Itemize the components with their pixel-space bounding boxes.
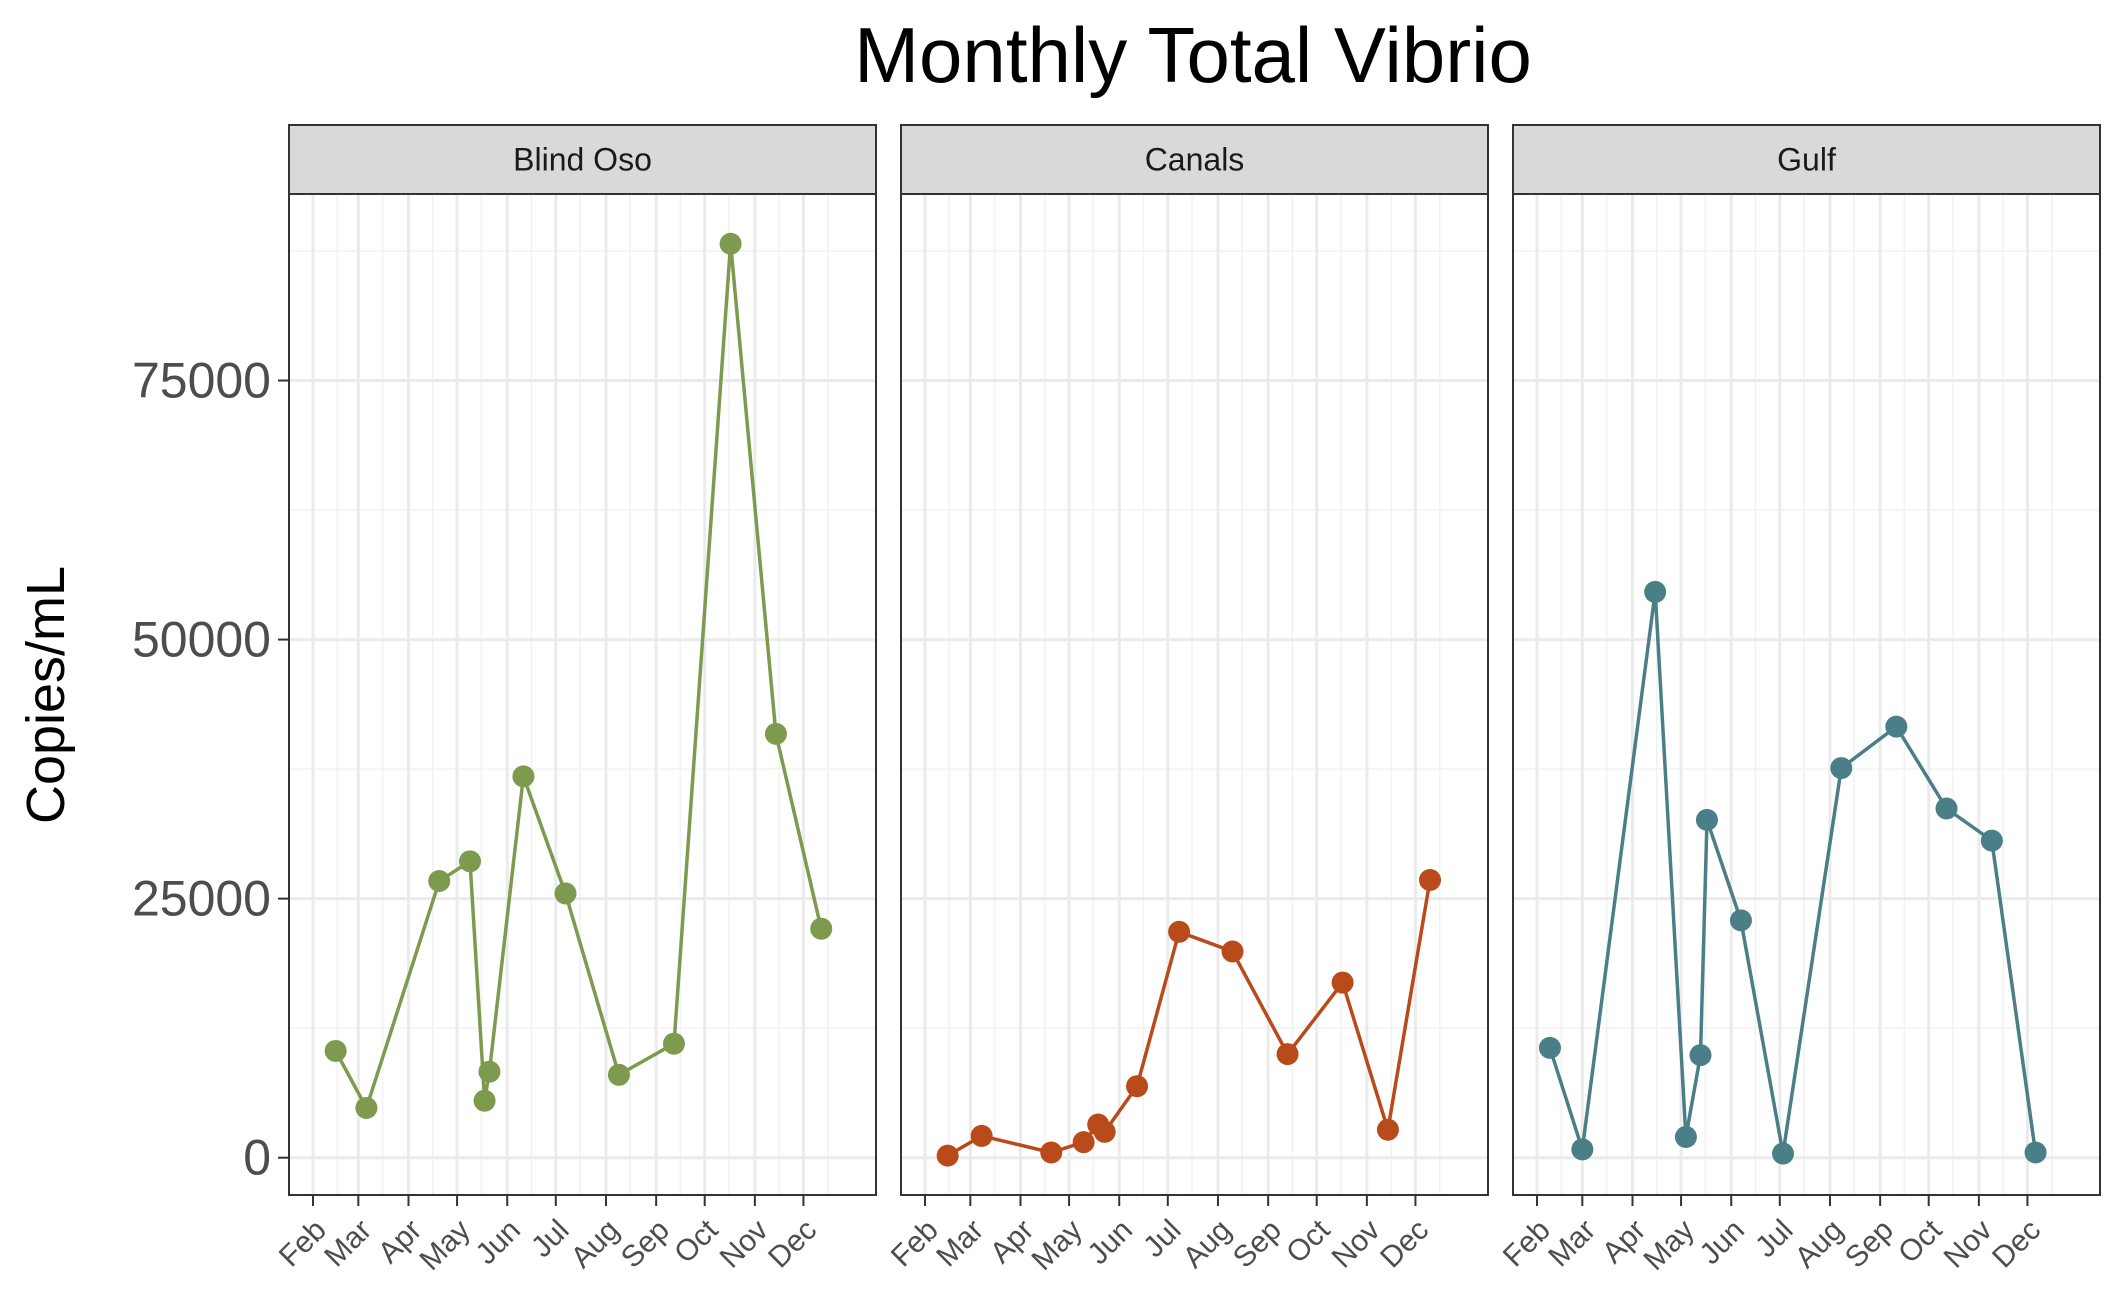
data-point bbox=[1538, 1036, 1561, 1059]
data-point bbox=[1644, 580, 1667, 603]
data-point bbox=[1885, 715, 1908, 738]
x-tick-label: Mar bbox=[318, 1213, 378, 1273]
data-point bbox=[1093, 1120, 1116, 1143]
facet-panels: Blind OsoFebMarAprMayJunJulAugSepOctNovD… bbox=[273, 124, 2101, 1277]
facet-strip bbox=[900, 124, 1489, 195]
panel-background bbox=[1513, 194, 2100, 1195]
y-tick-label: 50000 bbox=[132, 612, 271, 668]
data-point bbox=[1689, 1044, 1712, 1067]
x-tick-label: Nov bbox=[714, 1213, 775, 1274]
x-tick-label: Jun bbox=[469, 1213, 527, 1271]
data-point bbox=[428, 870, 451, 893]
chart-title: Monthly Total Vibrio bbox=[854, 11, 1532, 99]
facet-strip bbox=[288, 124, 877, 195]
data-point bbox=[512, 765, 535, 788]
x-tick-label: Aug bbox=[565, 1213, 626, 1274]
data-point bbox=[1980, 829, 2003, 852]
data-point bbox=[324, 1039, 347, 1062]
data-point bbox=[1040, 1141, 1063, 1164]
data-point bbox=[1729, 909, 1752, 932]
data-point bbox=[764, 722, 787, 745]
x-tick-label: Aug bbox=[1789, 1213, 1850, 1274]
x-tick-label: Jul bbox=[525, 1213, 575, 1263]
x-tick-label: Aug bbox=[1177, 1213, 1238, 1274]
panel-background bbox=[289, 194, 876, 1195]
data-point bbox=[473, 1089, 496, 1112]
x-tick-label: Jul bbox=[1749, 1213, 1799, 1263]
x-tick-label: May bbox=[1637, 1213, 1700, 1276]
facet-strip-label: Blind Oso bbox=[513, 142, 652, 178]
data-point bbox=[478, 1060, 501, 1083]
x-tick-label: Sep bbox=[615, 1213, 676, 1274]
data-point bbox=[1830, 757, 1853, 780]
x-tick-label: Sep bbox=[1839, 1213, 1900, 1274]
x-tick-label: Nov bbox=[1938, 1213, 1999, 1274]
x-tick-label: May bbox=[1025, 1213, 1088, 1276]
y-tick-label: 25000 bbox=[132, 871, 271, 927]
data-point bbox=[1376, 1118, 1399, 1141]
data-point bbox=[1276, 1043, 1299, 1066]
y-axis-label: Copies/mL bbox=[16, 566, 76, 824]
x-tick-label: Oct bbox=[668, 1213, 725, 1270]
facet-strip bbox=[1512, 124, 2101, 195]
data-point bbox=[1935, 797, 1958, 820]
facet-panel: Blind OsoFebMarAprMayJunJulAugSepOctNovD… bbox=[273, 124, 877, 1277]
data-point bbox=[1126, 1075, 1149, 1098]
x-tick-label: Oct bbox=[1892, 1213, 1949, 1270]
x-tick-label: Jun bbox=[1693, 1213, 1751, 1271]
x-tick-label: May bbox=[413, 1213, 476, 1276]
data-point bbox=[1419, 868, 1442, 891]
x-tick-label: Dec bbox=[1986, 1213, 2047, 1274]
data-point bbox=[936, 1144, 959, 1167]
data-point bbox=[554, 882, 577, 905]
facet-strip-label: Gulf bbox=[1777, 142, 1836, 178]
data-point bbox=[1331, 971, 1354, 994]
data-point bbox=[355, 1096, 378, 1119]
x-tick-label: Jun bbox=[1081, 1213, 1139, 1271]
x-tick-label: Mar bbox=[1542, 1213, 1602, 1273]
x-tick-label: Dec bbox=[1374, 1213, 1435, 1274]
data-point bbox=[459, 850, 482, 873]
x-tick-label: Nov bbox=[1326, 1213, 1387, 1274]
data-point bbox=[607, 1063, 630, 1086]
x-tick-label: Oct bbox=[1280, 1213, 1337, 1270]
data-point bbox=[1695, 808, 1718, 831]
data-point bbox=[1168, 920, 1191, 943]
facet-strip-label: Canals bbox=[1145, 142, 1245, 178]
data-point bbox=[810, 917, 833, 940]
data-point bbox=[1772, 1142, 1795, 1165]
data-point bbox=[1072, 1131, 1095, 1154]
data-point bbox=[1571, 1138, 1594, 1161]
data-point bbox=[719, 232, 742, 255]
data-point bbox=[1221, 940, 1244, 963]
x-tick-label: Sep bbox=[1227, 1213, 1288, 1274]
y-tick-label: 0 bbox=[243, 1130, 271, 1186]
panel-background bbox=[901, 194, 1488, 1195]
data-point bbox=[2024, 1141, 2047, 1164]
x-tick-label: Mar bbox=[930, 1213, 990, 1273]
y-axis: 0 25000 50000 75000 bbox=[132, 353, 289, 1186]
data-point bbox=[970, 1124, 993, 1147]
x-tick-label: Dec bbox=[762, 1213, 823, 1274]
data-point bbox=[662, 1032, 685, 1055]
data-point bbox=[1674, 1125, 1697, 1148]
x-tick-label: Jul bbox=[1137, 1213, 1187, 1263]
y-tick-label: 75000 bbox=[132, 353, 271, 409]
